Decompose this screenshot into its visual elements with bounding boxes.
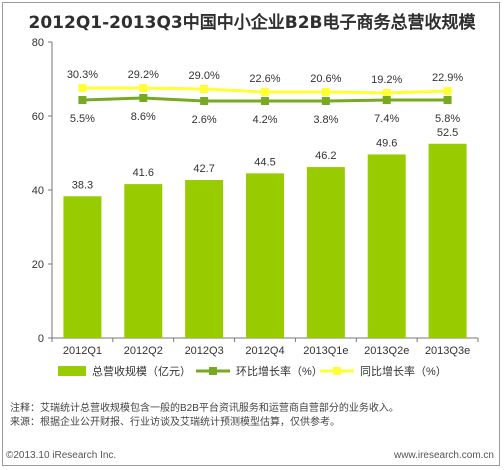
legend-marker-qoq — [209, 367, 217, 375]
chart-notes: 注释：艾瑞统计总营收规模包含一般的B2B平台资讯服务和运营商自营部分的业务收入。… — [10, 402, 494, 430]
bar — [185, 180, 224, 338]
legend-label-yoy: 同比增长率（%） — [360, 364, 447, 378]
bar-value-label: 49.6 — [376, 137, 397, 149]
x-tick-label: 2012Q3 — [185, 345, 224, 357]
rate-value-label: 22.9% — [432, 72, 463, 84]
rate-value-label: 3.8% — [313, 114, 338, 126]
line-marker — [78, 84, 87, 92]
legend-swatch-revenue — [58, 366, 86, 376]
x-tick-label: 2013Q2e — [364, 345, 409, 357]
bar-value-label: 46.2 — [315, 150, 336, 162]
bar — [63, 196, 102, 338]
line-marker — [321, 88, 330, 96]
legend-marker-yoy — [333, 367, 341, 375]
line-marker — [321, 97, 330, 105]
x-tick-label: 2013Q1e — [303, 345, 348, 357]
bar — [367, 154, 406, 338]
rate-value-label: 4.2% — [252, 114, 277, 126]
rate-value-label: 5.8% — [435, 113, 460, 125]
x-tick-label: 2012Q4 — [245, 345, 284, 357]
rate-lines — [78, 84, 452, 105]
data-labels: 38.3 41.6 42.7 44.5 46.2 49.6 52.5 30.3% 29.2% 29… — [67, 69, 464, 191]
line-marker — [261, 88, 269, 96]
line-marker — [200, 97, 209, 105]
bar — [428, 143, 467, 338]
rate-value-label: 7.4% — [374, 113, 399, 125]
legend-label-revenue: 总营收规模（亿元） — [92, 364, 191, 378]
chart-title: 2012Q1-2013Q3中国中小企业B2B电子商务总营收规模 — [28, 13, 476, 33]
chart-axes: 0 20 40 60 80 2012Q1 2012Q2 2012Q3 2012Q4 2013Q1e… — [32, 37, 479, 357]
rate-value-label: 29.2% — [128, 69, 159, 81]
bar — [246, 173, 284, 338]
rate-value-label: 29.0% — [189, 70, 220, 82]
website-text: www.iresearch.com.cn — [393, 450, 494, 461]
legend-label-qoq: 环比增长率（%） — [236, 364, 323, 378]
line-marker — [443, 96, 452, 104]
bar — [124, 184, 163, 338]
note-line: 注释：艾瑞统计总营收规模包含一般的B2B平台资讯服务和运营商自营部分的业务收入。 — [10, 403, 399, 414]
rate-value-label: 30.3% — [67, 69, 98, 81]
bar-value-label: 41.6 — [133, 167, 154, 179]
rate-value-label: 8.6% — [131, 111, 156, 123]
y-tick-label: 0 — [38, 333, 44, 345]
rate-value-label: 20.6% — [310, 73, 341, 85]
source-line: 来源：根据企业公开财报、行业访谈及艾瑞统计预测模型估算，仅供参考。 — [10, 417, 340, 428]
y-tick-label: 40 — [32, 185, 44, 197]
line-marker — [139, 94, 148, 102]
bar-value-label: 38.3 — [72, 179, 93, 191]
bar-value-label: 44.5 — [254, 156, 275, 168]
x-tick-label: 2013Q3e — [425, 345, 470, 357]
line-marker — [443, 87, 452, 95]
bar-series — [63, 143, 467, 338]
y-tick-label: 80 — [32, 37, 44, 49]
rate-value-label: 22.6% — [249, 73, 280, 85]
bar-value-label: 52.5 — [437, 127, 458, 139]
line-marker — [78, 96, 87, 104]
x-tick-label: 2012Q1 — [63, 345, 102, 357]
rate-value-label: 19.2% — [371, 74, 402, 86]
bar-value-label: 42.7 — [193, 163, 214, 175]
line-marker — [382, 96, 391, 104]
line-marker — [200, 85, 209, 93]
chart-legend: 总营收规模（亿元） 环比增长率（%） 同比增长率（%） — [58, 364, 447, 378]
y-tick-label: 20 — [32, 259, 44, 271]
copyright-text: ©2013.10 iResearch Inc. — [6, 450, 117, 461]
x-tick-label: 2012Q2 — [124, 345, 163, 357]
y-tick-label: 60 — [32, 111, 44, 123]
rate-value-label: 2.6% — [192, 114, 217, 126]
line-marker — [382, 89, 391, 97]
line-marker — [139, 84, 148, 92]
line-marker — [261, 97, 269, 105]
bar — [306, 167, 345, 338]
rate-value-label: 5.5% — [70, 113, 95, 125]
